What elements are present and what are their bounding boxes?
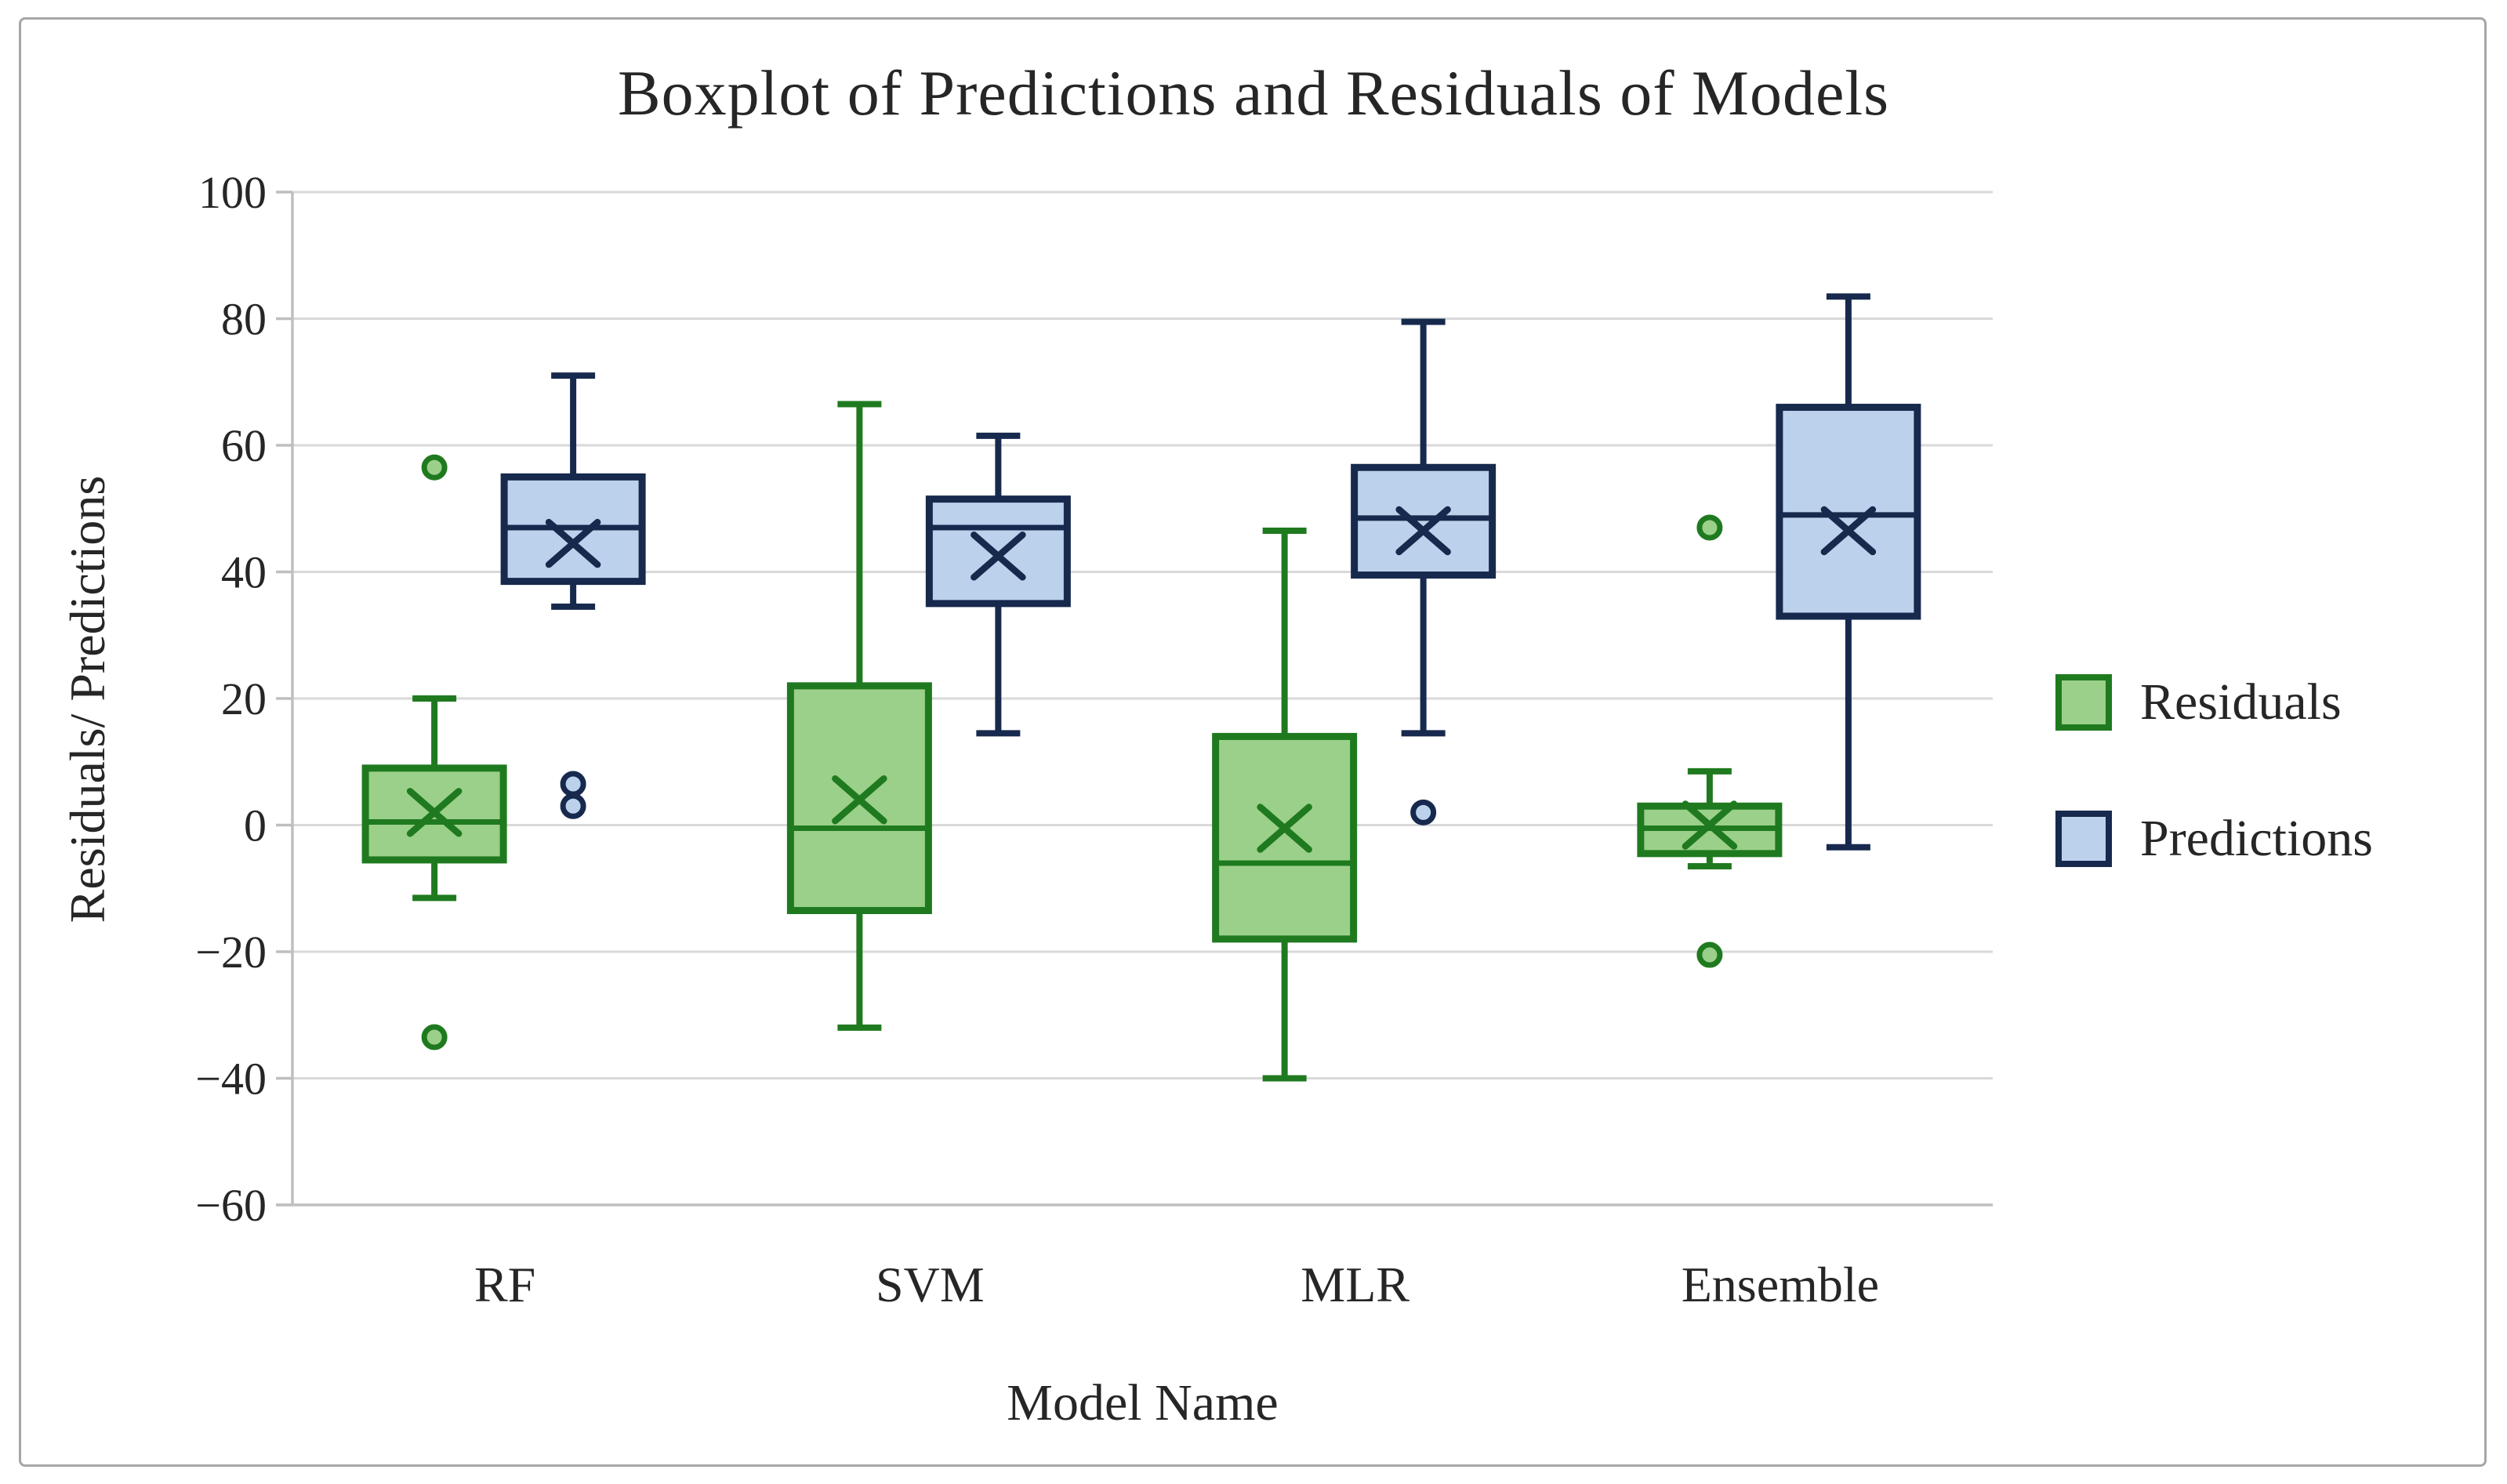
mean-x-marker-Ensemble-predictions bbox=[1820, 506, 1877, 556]
mean-x-marker-RF-residuals bbox=[406, 788, 463, 837]
mean-x-marker-SVM-predictions bbox=[971, 532, 1026, 581]
y-tick-label--60: −60 bbox=[195, 1180, 267, 1231]
outlier-point-RF-predictions-1 bbox=[560, 793, 586, 819]
outlier-point-RF-predictions-0 bbox=[560, 771, 586, 797]
outlier-point-Ensemble-residuals-0 bbox=[1696, 514, 1723, 541]
outlier-point-MLR-predictions-0 bbox=[1410, 799, 1437, 825]
mean-x-marker-Ensemble-residuals bbox=[1682, 800, 1738, 850]
mean-x-marker-SVM-residuals bbox=[832, 775, 887, 825]
mean-x-marker-MLR-residuals bbox=[1257, 804, 1312, 853]
predictions-swatch-icon bbox=[2055, 811, 2112, 867]
y-tick-label-80: 80 bbox=[221, 294, 267, 345]
legend-label-residuals: Residuals bbox=[2140, 673, 2342, 731]
y-tick-label-40: 40 bbox=[221, 547, 267, 598]
y-tick-label-0: 0 bbox=[244, 800, 267, 851]
y-tick-label-60: 60 bbox=[221, 420, 267, 471]
legend-item-predictions: Predictions bbox=[2055, 809, 2373, 869]
outlier-point-RF-residuals-0 bbox=[421, 454, 448, 481]
legend-label-predictions: Predictions bbox=[2140, 810, 2373, 867]
outlier-point-Ensemble-residuals-1 bbox=[1696, 942, 1723, 968]
y-tick-label--40: −40 bbox=[195, 1054, 267, 1105]
box-MLR-residuals bbox=[1212, 732, 1358, 943]
y-tick-label-100: 100 bbox=[198, 167, 267, 218]
residuals-swatch-icon bbox=[2055, 674, 2112, 731]
x-category-label-MLR: MLR bbox=[1301, 1257, 1410, 1312]
outlier-point-RF-residuals-1 bbox=[421, 1024, 448, 1050]
box-MLR-predictions bbox=[1351, 463, 1497, 579]
mean-x-marker-MLR-predictions bbox=[1395, 506, 1451, 556]
box-SVM-predictions bbox=[925, 495, 1071, 608]
x-category-label-SVM: SVM bbox=[876, 1257, 985, 1312]
box-Ensemble-predictions bbox=[1776, 404, 1921, 620]
chart-title: Boxplot of Predictions and Residuals of … bbox=[617, 57, 1890, 129]
legend-item-residuals: Residuals bbox=[2055, 673, 2373, 732]
legend: Residuals Predictions bbox=[2055, 673, 2373, 869]
y-axis-title: Residuals/ Predictions bbox=[60, 475, 115, 923]
y-tick-label-20: 20 bbox=[221, 673, 267, 724]
x-category-label-Ensemble: Ensemble bbox=[1682, 1257, 1879, 1312]
y-tick-label--20: −20 bbox=[195, 927, 267, 978]
x-category-label-RF: RF bbox=[474, 1257, 535, 1312]
x-axis-title: Model Name bbox=[1007, 1374, 1279, 1431]
mean-x-marker-RF-predictions bbox=[545, 518, 601, 568]
